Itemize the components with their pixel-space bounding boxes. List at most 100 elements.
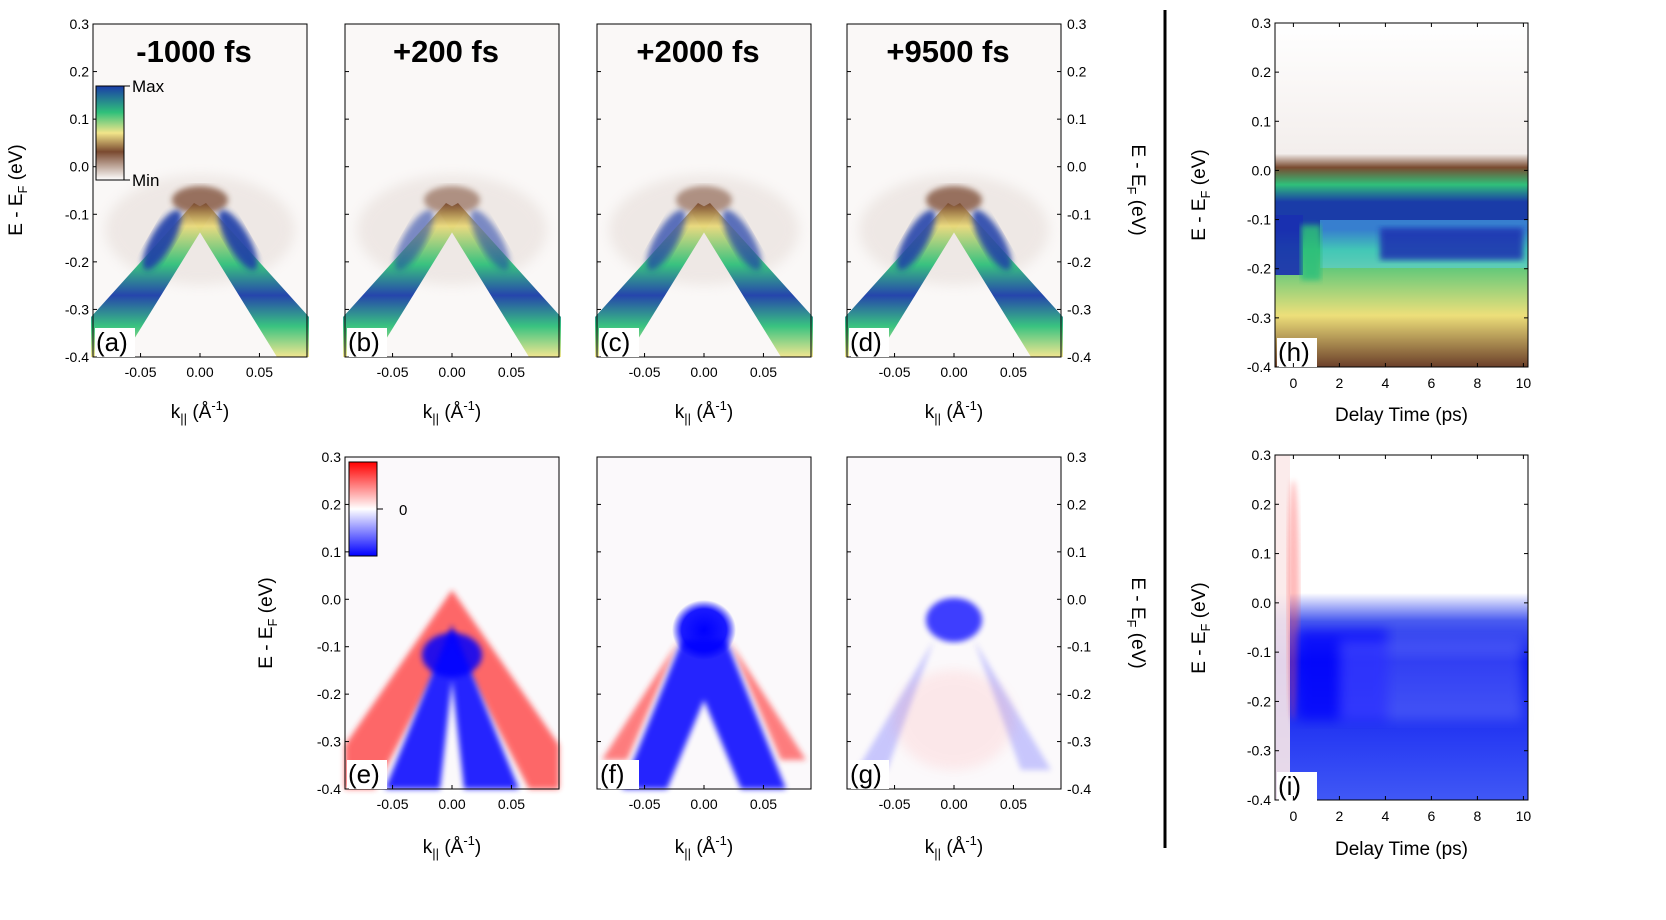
y-tick-label: -0.1 (65, 206, 89, 222)
panel-label: (h) (1278, 337, 1310, 367)
x-tick-label: 0.05 (1000, 796, 1027, 812)
panel-i (1275, 455, 1528, 800)
x-axis-label: k|| (Å-1) (675, 833, 733, 861)
colorbar-min-label: Min (132, 171, 159, 190)
x-tick-label: -0.05 (377, 796, 409, 812)
x-tick-label: -0.05 (629, 364, 661, 380)
x-tick-label: 0.00 (438, 364, 465, 380)
panel-label: (a) (96, 327, 128, 357)
y-axis-label: E - EF (eV) (1189, 149, 1213, 240)
y-tick-label: 0.1 (322, 544, 342, 560)
y-tick-label: 0.2 (1067, 64, 1087, 80)
band-left (91, 203, 212, 357)
y-tick-label: 0.0 (1067, 591, 1087, 607)
y-tick-label: -0.1 (317, 639, 341, 655)
y-axis-label: E - EF (eV) (1124, 577, 1148, 668)
blue-excess (385, 625, 519, 789)
x-tick-label: -0.05 (377, 364, 409, 380)
x-tick-label: 0 (1290, 375, 1298, 391)
x-tick-label: -0.05 (629, 796, 661, 812)
x-tick-label: 0.05 (750, 796, 777, 812)
x-tick-label: 0.05 (1000, 364, 1027, 380)
panel-label-bg (599, 328, 639, 357)
y-tick-label: 0.0 (1252, 162, 1272, 178)
y-tick-label: -0.2 (1247, 693, 1271, 709)
y-axis-label: E - EF (eV) (1124, 144, 1148, 235)
panel-d (845, 24, 1063, 357)
x-axis-label: k|| (Å-1) (675, 398, 733, 426)
panel-label-bg (1277, 338, 1317, 367)
colorbar-max-label: Max (132, 77, 165, 96)
y-tick-label: 0.1 (70, 111, 90, 127)
panel-label: (f) (600, 759, 625, 789)
x-tick-label: 0.00 (690, 796, 717, 812)
y-tick-label: 0.2 (1252, 496, 1272, 512)
y-tick-label: 0.2 (322, 496, 342, 512)
panel-title: +200 fs (393, 34, 499, 69)
x-tick-label: -0.05 (879, 796, 911, 812)
x-tick-label: 0.00 (690, 364, 717, 380)
band-left (343, 203, 464, 357)
band-left (845, 203, 966, 357)
panel-label: (c) (600, 327, 630, 357)
panel-label-bg (849, 760, 889, 789)
blue-excess (926, 598, 982, 642)
x-axis-label: k|| (Å-1) (423, 398, 481, 426)
panel-title: +2000 fs (636, 34, 759, 69)
y-tick-label: 0.2 (70, 64, 90, 80)
x-tick-label: 0.00 (940, 364, 967, 380)
y-tick-label: -0.2 (1067, 686, 1091, 702)
y-tick-label: 0.2 (1252, 64, 1272, 80)
x-tick-label: 10 (1516, 808, 1532, 824)
difference-colorbar (348, 461, 378, 557)
panel-label-bg (599, 760, 639, 789)
panel-h (1275, 23, 1528, 367)
band-right (692, 203, 813, 357)
y-tick-label: -0.4 (1067, 781, 1091, 797)
x-axis-label: k|| (Å-1) (925, 833, 983, 861)
y-tick-label: -0.1 (1247, 212, 1271, 228)
panel-title: +9500 fs (886, 34, 1009, 69)
panel-label: (g) (850, 759, 882, 789)
y-tick-label: -0.3 (1067, 301, 1091, 317)
panel-label: (e) (348, 759, 380, 789)
x-tick-label: -0.05 (879, 364, 911, 380)
y-tick-label: 0.2 (1067, 496, 1087, 512)
y-tick-label: -0.4 (1067, 349, 1091, 365)
panel-label: (i) (1278, 771, 1301, 801)
panel-a (91, 24, 309, 357)
y-tick-label: 0.0 (70, 159, 90, 175)
band-left (595, 203, 716, 357)
x-axis-label: k|| (Å-1) (925, 398, 983, 426)
x-tick-label: 0.05 (498, 364, 525, 380)
x-tick-label: 2 (1336, 375, 1344, 391)
x-tick-label: 8 (1474, 375, 1482, 391)
panel-label-bg (1277, 772, 1317, 801)
panel-e (345, 457, 559, 789)
x-axis-label: Delay Time (ps) (1335, 839, 1468, 860)
y-tick-label: 0.0 (1067, 159, 1087, 175)
panel-title: -1000 fs (136, 34, 251, 69)
x-tick-label: 4 (1382, 808, 1390, 824)
panel-f (597, 457, 811, 789)
panel-label: (b) (348, 327, 380, 357)
y-tick-label: -0.3 (65, 301, 89, 317)
y-tick-label: -0.3 (1067, 734, 1091, 750)
panel-frame (1274, 454, 1529, 801)
x-axis-label: Delay Time (ps) (1335, 405, 1468, 426)
y-tick-label: -0.4 (317, 781, 341, 797)
x-tick-label: 6 (1428, 808, 1436, 824)
y-tick-label: -0.3 (317, 734, 341, 750)
y-tick-label: -0.4 (1247, 792, 1271, 808)
x-tick-label: 4 (1382, 375, 1390, 391)
y-tick-label: 0.1 (1252, 113, 1272, 129)
colorbar-zero-label: 0 (399, 502, 407, 519)
y-tick-label: -0.3 (1247, 743, 1271, 759)
y-tick-label: -0.2 (65, 254, 89, 270)
x-tick-label: 0.00 (438, 796, 465, 812)
y-tick-label: 0.3 (70, 16, 90, 32)
y-tick-label: 0.1 (1252, 546, 1272, 562)
y-tick-label: 0.3 (1252, 447, 1272, 463)
y-tick-label: 0.0 (1252, 595, 1272, 611)
